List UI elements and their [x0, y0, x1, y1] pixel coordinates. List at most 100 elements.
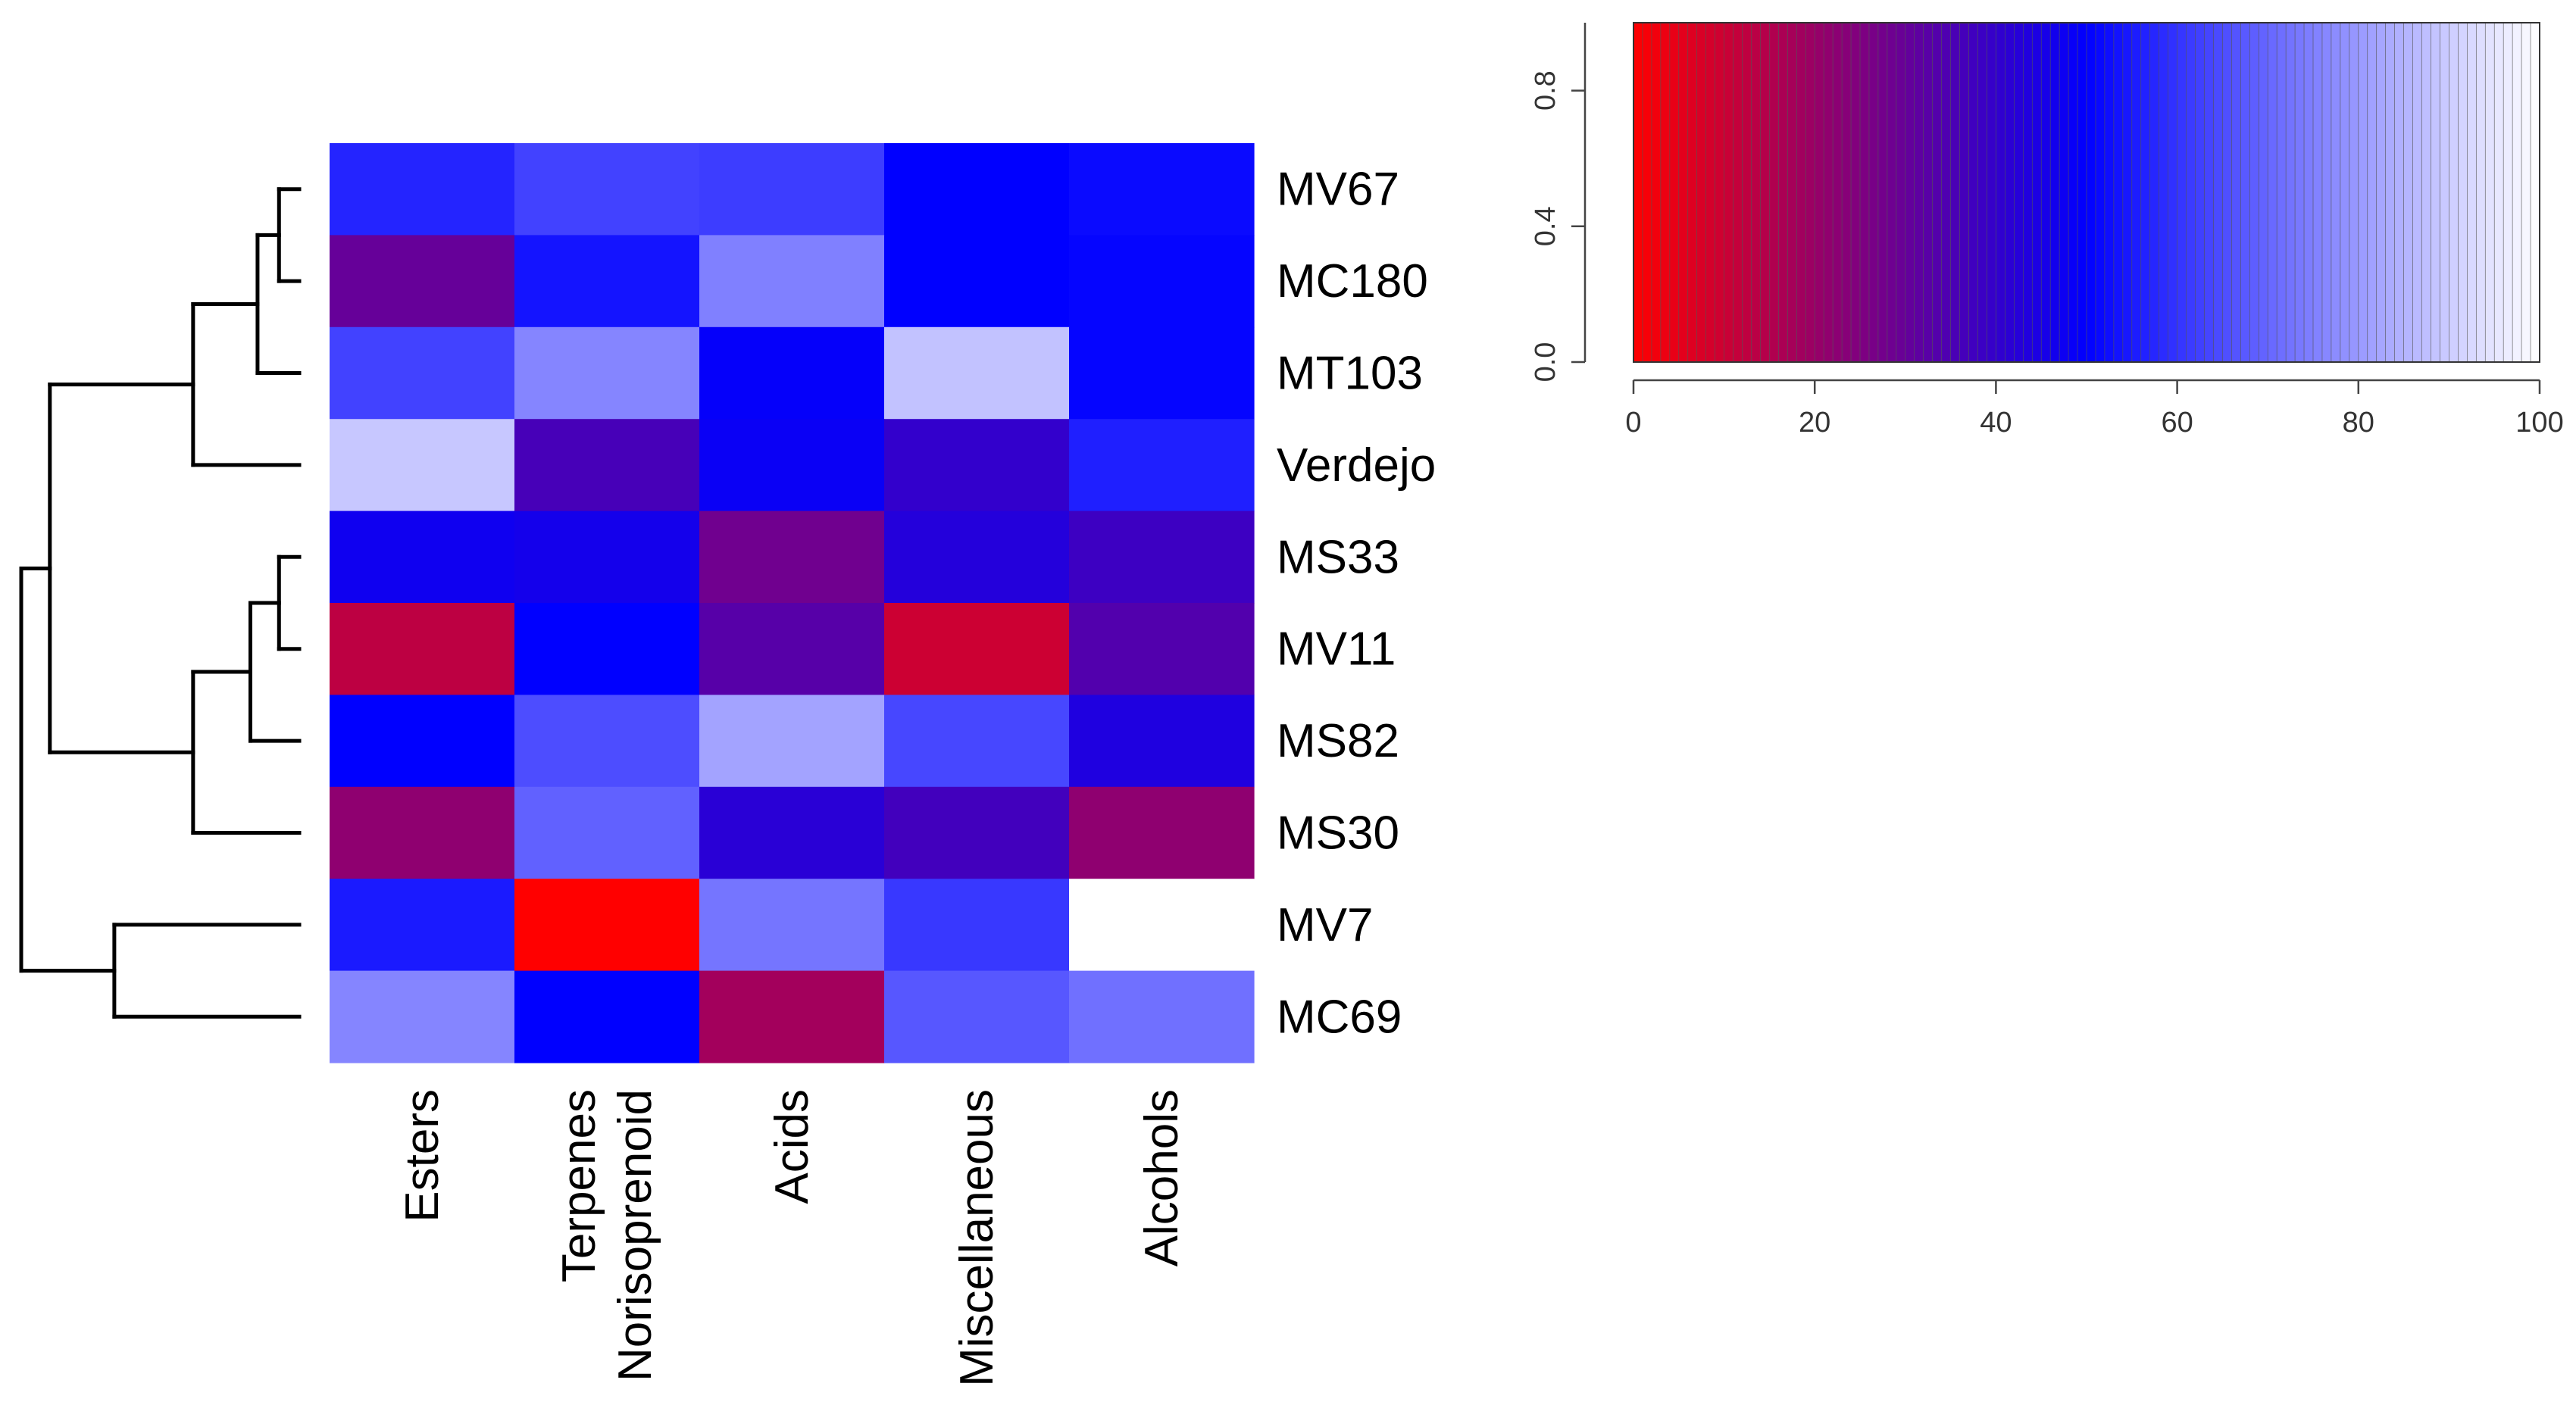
- heatmap-cell-mv67-0: [330, 143, 515, 236]
- column-label-line: Esters: [396, 1089, 449, 1222]
- heatmap-cell-ms82-4: [1069, 695, 1255, 788]
- color-key-band: [1987, 22, 1997, 363]
- row-label-mc180: MC180: [1277, 255, 1428, 308]
- color-key-band: [2367, 22, 2377, 363]
- heatmap-cell-mc69-2: [699, 970, 885, 1063]
- color-key-band: [1733, 22, 1743, 363]
- column-label-line: Norisoprenoid: [609, 1089, 661, 1382]
- heatmap-cell-mc69-3: [884, 970, 1070, 1063]
- color-key-band: [2122, 22, 2133, 363]
- color-key-band: [1841, 22, 1852, 363]
- heatmap-cell-verdejo-0: [330, 419, 515, 512]
- color-key-band: [1950, 22, 1961, 363]
- color-key-band: [2493, 22, 2504, 363]
- color-key-band: [2431, 22, 2441, 363]
- color-key-band: [1814, 22, 1824, 363]
- heatmap-cell-mc180-4: [1069, 235, 1255, 328]
- column-label-line: Terpenes: [553, 1089, 605, 1282]
- row-label-mv7: MV7: [1277, 899, 1373, 951]
- color-key-x-tick-label: 100: [2515, 407, 2563, 439]
- heatmap-cell-ms33-3: [884, 511, 1070, 604]
- heatmap-cell-ms30-0: [330, 786, 515, 879]
- color-key-band: [2294, 22, 2305, 363]
- row-label-mc69: MC69: [1277, 991, 1402, 1043]
- heatmap-cell-mv11-2: [699, 603, 885, 695]
- color-key-band: [2303, 22, 2314, 363]
- color-key-band: [2475, 22, 2487, 363]
- heatmap-cell-verdejo-3: [884, 419, 1070, 512]
- color-key-band: [2059, 22, 2069, 363]
- color-key-band: [1823, 22, 1834, 363]
- heatmap-cell-mt103-4: [1069, 326, 1255, 420]
- color-key-band: [1914, 22, 1924, 363]
- color-key-band: [2376, 22, 2387, 363]
- color-key-band: [1805, 22, 1815, 363]
- color-key-band: [1687, 22, 1698, 363]
- color-key-band: [2231, 22, 2242, 363]
- color-key-band: [2267, 22, 2277, 363]
- color-key-band: [2014, 22, 2024, 363]
- heatmap-cell-mv67-4: [1069, 143, 1255, 236]
- color-key-band: [2512, 22, 2522, 363]
- column-label-line: Miscellaneous: [951, 1089, 1003, 1387]
- color-key-band: [1859, 22, 1870, 363]
- color-key-band: [2204, 22, 2215, 363]
- color-key-band: [1724, 22, 1734, 363]
- heatmap-cell-mv7-1: [514, 879, 700, 972]
- heatmap-cell-mt103-3: [884, 326, 1070, 420]
- color-key-x-tick-label: 60: [2161, 407, 2193, 439]
- color-key-band: [2049, 22, 2060, 363]
- color-key-band: [2358, 22, 2368, 363]
- color-key-band: [1633, 22, 1643, 363]
- color-key-band: [1832, 22, 1843, 363]
- color-key-band: [1669, 22, 1680, 363]
- heatmap-cell-ms82-0: [330, 695, 515, 788]
- row-label-verdejo: Verdejo: [1277, 439, 1436, 492]
- column-labels: Esters Terpenes Norisoprenoid Acids Miscella…: [396, 1089, 1188, 1387]
- color-key-band: [2458, 22, 2468, 363]
- color-key: 0 20 40 60 80 100 0.0 0.4 0.8: [1530, 22, 2564, 439]
- color-key-band: [1868, 22, 1879, 363]
- color-key-band: [1887, 22, 1897, 363]
- color-key-band: [1932, 22, 1943, 363]
- color-key-band: [2312, 22, 2323, 363]
- color-key-band: [1905, 22, 1915, 363]
- heatmap-cell-ms82-1: [514, 695, 700, 788]
- heatmap-cell-verdejo-1: [514, 419, 700, 512]
- color-key-y-tick-label: 0.0: [1530, 342, 1562, 383]
- heatmap-cell-mv7-0: [330, 879, 515, 972]
- color-key-band: [2077, 22, 2087, 363]
- column-label-2: Acids: [766, 1089, 818, 1204]
- color-key-y-tick-label: 0.4: [1530, 206, 1562, 246]
- color-key-band: [1796, 22, 1807, 363]
- heatmap-cell-mv67-3: [884, 143, 1070, 236]
- color-key-band: [1760, 22, 1771, 363]
- heatmap-cell-ms33-0: [330, 511, 515, 604]
- color-key-band: [2031, 22, 2042, 363]
- color-key-band: [1651, 22, 1662, 363]
- color-key-band: [2222, 22, 2233, 363]
- color-key-band: [1896, 22, 1906, 363]
- color-key-band: [2159, 22, 2169, 363]
- column-label-line: Alcohols: [1136, 1089, 1188, 1266]
- color-key-band: [2331, 22, 2341, 363]
- heatmap-cell-ms82-2: [699, 695, 885, 788]
- color-key-band: [1996, 22, 2006, 363]
- color-key-band: [1977, 22, 1988, 363]
- color-key-band: [2195, 22, 2206, 363]
- heatmap-cell-mt103-1: [514, 326, 700, 420]
- color-key-band: [2177, 22, 2187, 363]
- color-key-band: [2249, 22, 2260, 363]
- color-key-band: [2213, 22, 2224, 363]
- row-label-ms30: MS30: [1277, 807, 1399, 860]
- heatmap-cells: [330, 143, 1255, 1063]
- color-key-band: [2131, 22, 2142, 363]
- heatmap-cell-mv67-2: [699, 143, 885, 236]
- color-key-band: [2258, 22, 2268, 363]
- color-key-band: [2403, 22, 2414, 363]
- color-key-band: [2530, 22, 2540, 363]
- heatmap-cell-mv11-3: [884, 603, 1070, 695]
- color-key-band: [2168, 22, 2178, 363]
- row-label-mv11: MV11: [1277, 623, 1396, 676]
- color-key-band: [2484, 22, 2495, 363]
